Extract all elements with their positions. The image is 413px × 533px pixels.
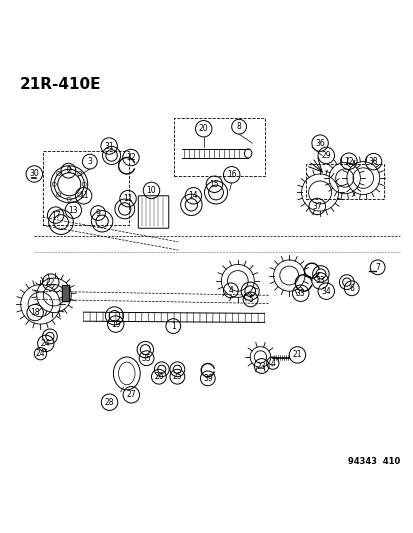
Text: 15: 15 xyxy=(209,180,219,189)
Text: 13: 13 xyxy=(69,206,78,215)
Text: 2: 2 xyxy=(66,166,71,175)
Text: 7: 7 xyxy=(374,263,379,272)
Text: 29: 29 xyxy=(320,151,330,160)
Text: 5: 5 xyxy=(247,295,252,304)
Text: 36: 36 xyxy=(314,139,324,148)
Text: 17: 17 xyxy=(51,211,60,220)
Text: 4: 4 xyxy=(228,286,233,295)
Text: 28: 28 xyxy=(104,398,114,407)
Text: 23: 23 xyxy=(256,361,266,370)
Text: 35: 35 xyxy=(141,354,151,362)
Text: 20: 20 xyxy=(198,124,208,133)
Text: 39: 39 xyxy=(202,374,212,383)
Text: 16: 16 xyxy=(226,171,236,179)
Text: 6: 6 xyxy=(349,284,354,293)
Bar xyxy=(305,164,383,199)
Text: 8: 8 xyxy=(236,122,241,131)
Text: 38: 38 xyxy=(368,157,377,166)
Text: 4: 4 xyxy=(270,359,275,368)
Text: 19: 19 xyxy=(111,320,120,328)
Text: 11: 11 xyxy=(123,194,133,203)
Text: 31: 31 xyxy=(104,142,114,150)
Text: 1: 1 xyxy=(171,321,175,330)
Text: 9: 9 xyxy=(95,208,100,217)
Text: 18: 18 xyxy=(30,308,40,317)
Text: 3: 3 xyxy=(87,157,92,166)
Text: 26: 26 xyxy=(154,372,163,381)
Bar xyxy=(174,118,264,176)
Text: 32: 32 xyxy=(126,153,135,162)
Text: 24: 24 xyxy=(36,349,45,358)
Text: 33: 33 xyxy=(314,277,324,285)
Text: 10: 10 xyxy=(146,186,156,195)
Text: 37: 37 xyxy=(311,202,321,211)
Text: 21: 21 xyxy=(292,350,301,359)
Text: 27: 27 xyxy=(126,390,136,399)
Text: 34: 34 xyxy=(320,287,330,296)
Text: 22: 22 xyxy=(46,278,55,287)
Text: 11: 11 xyxy=(79,191,88,200)
Text: 25: 25 xyxy=(172,372,182,381)
Text: 30: 30 xyxy=(29,169,39,179)
Text: 33: 33 xyxy=(295,289,305,298)
Text: 14: 14 xyxy=(188,191,198,200)
Bar xyxy=(43,151,128,225)
Text: 21R-410E: 21R-410E xyxy=(20,77,101,92)
Polygon shape xyxy=(62,285,69,302)
Text: 94343  410: 94343 410 xyxy=(347,457,399,466)
Text: 24: 24 xyxy=(41,339,50,348)
Text: 12: 12 xyxy=(343,157,353,166)
